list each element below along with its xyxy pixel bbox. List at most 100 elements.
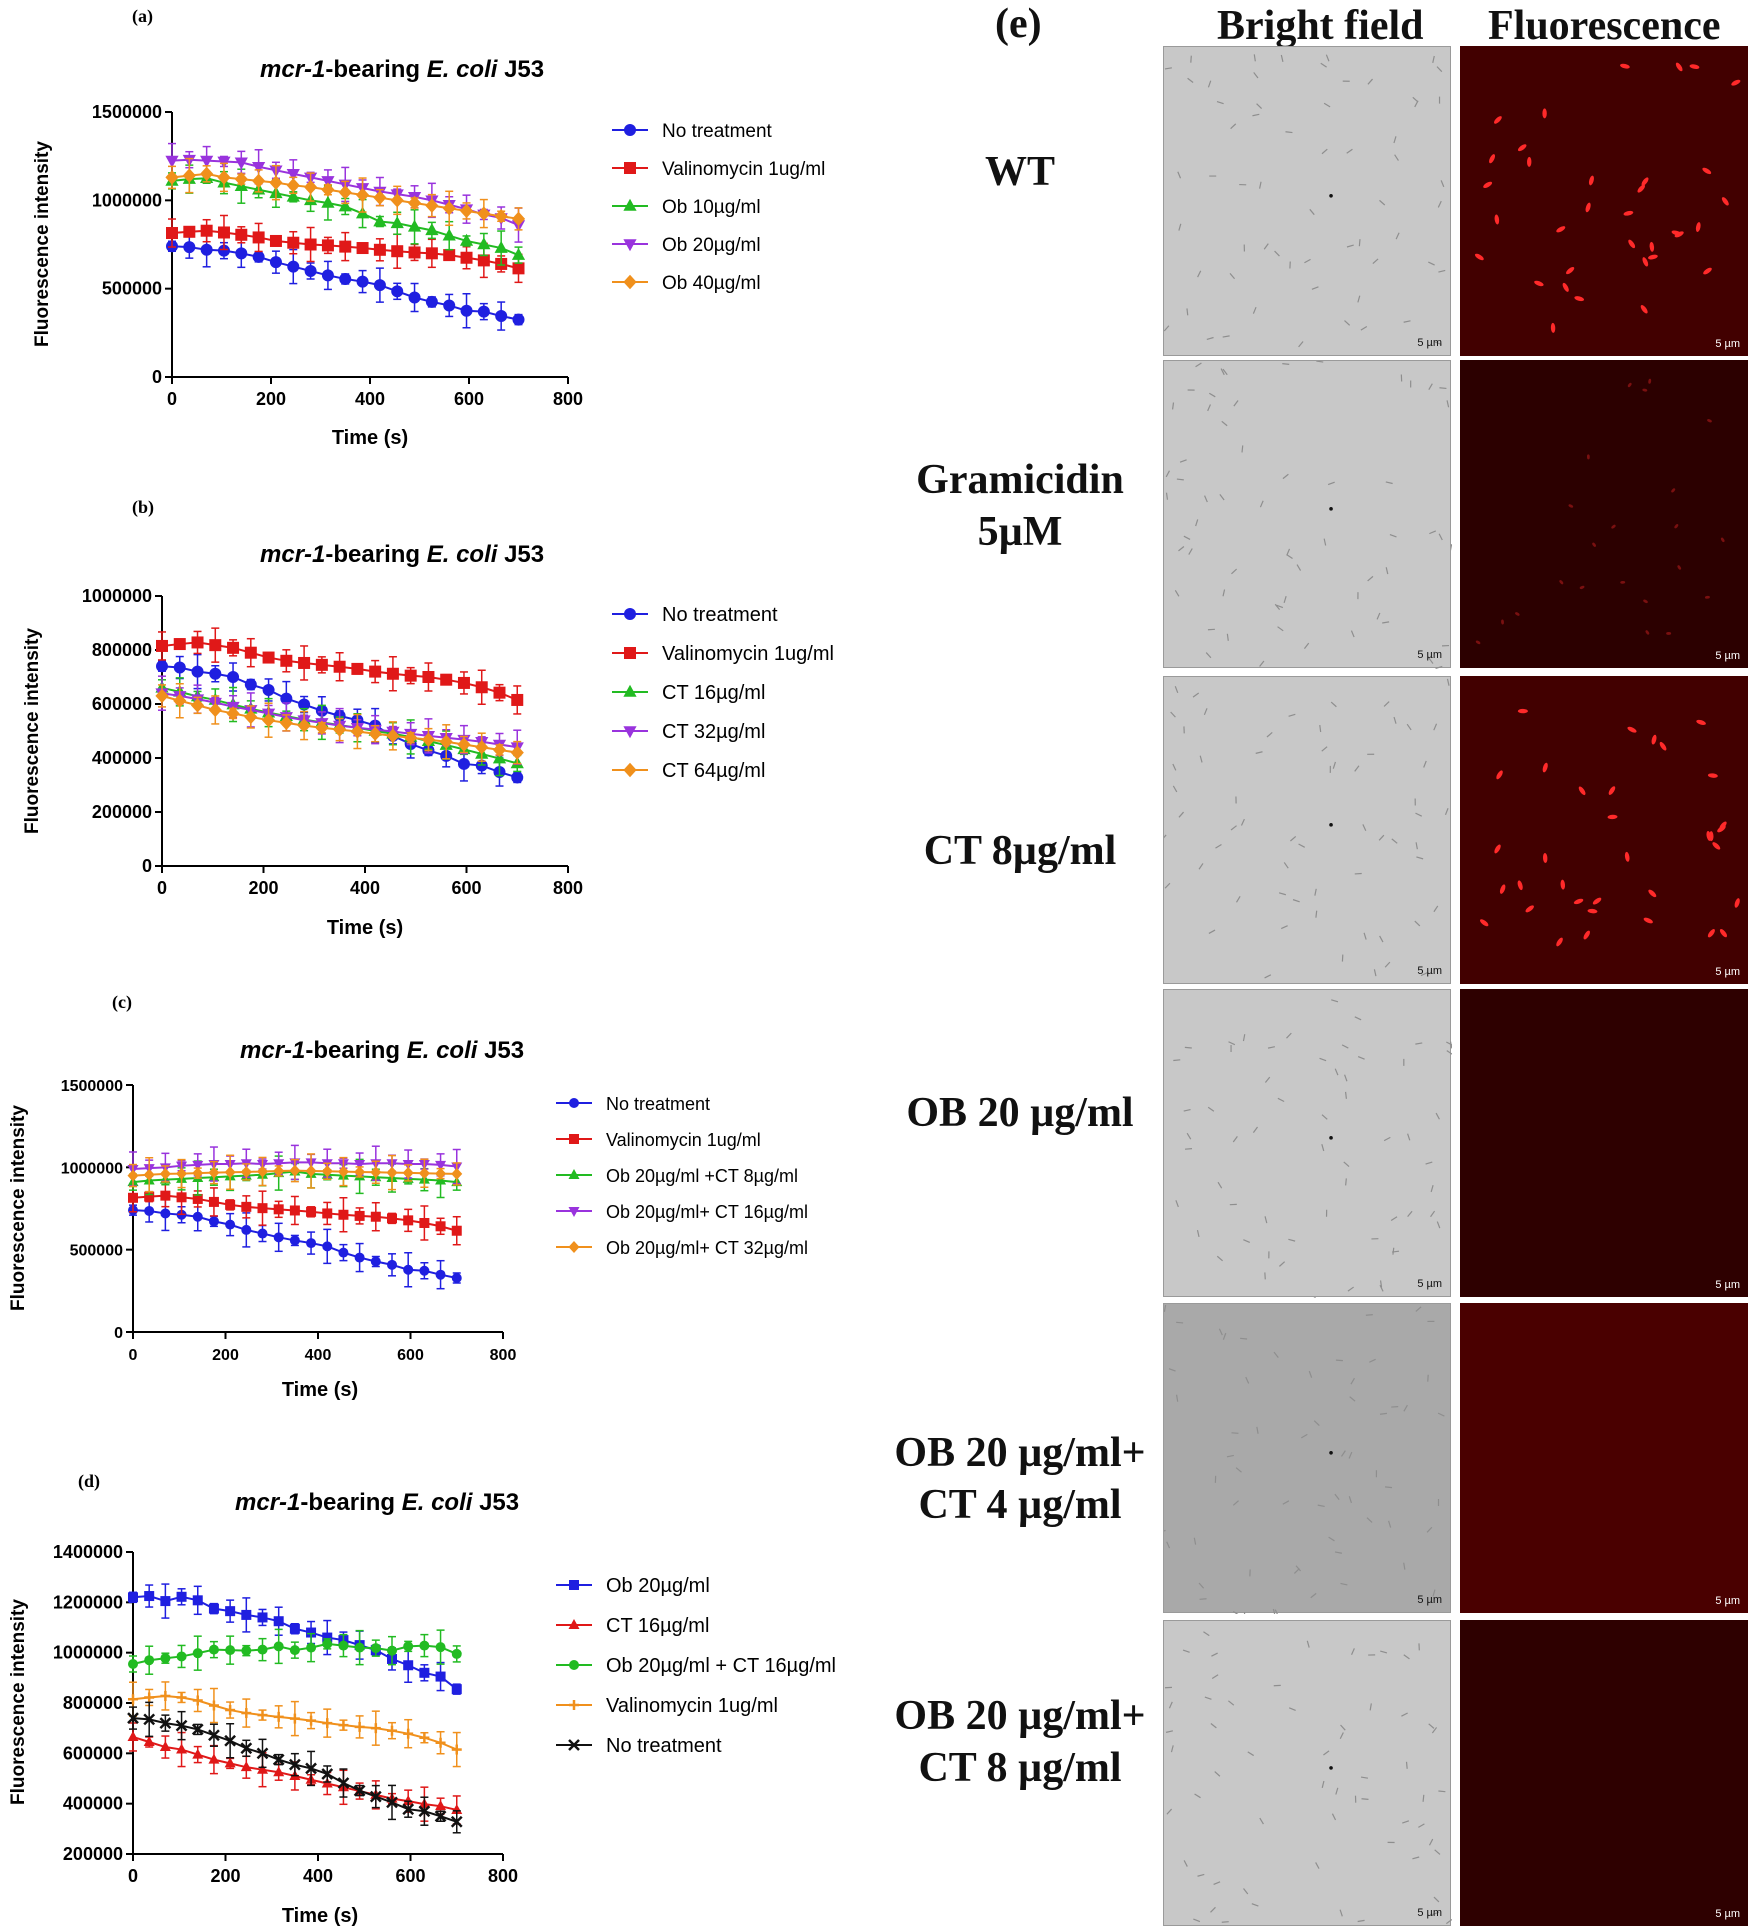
cell bbox=[1360, 325, 1368, 331]
fluorescent-cell bbox=[1542, 108, 1547, 119]
fluorescent-cell bbox=[1542, 852, 1548, 863]
scale-bar-label: 5 µm bbox=[1715, 338, 1740, 350]
cell bbox=[1193, 1918, 1201, 1923]
legend-marker bbox=[569, 1580, 579, 1590]
cell bbox=[1382, 621, 1390, 624]
cell bbox=[1205, 652, 1212, 659]
cell bbox=[1435, 665, 1443, 670]
data-point bbox=[355, 187, 370, 203]
fluorescent-cell bbox=[1643, 917, 1653, 924]
cell bbox=[1311, 286, 1319, 290]
data-point bbox=[418, 1167, 430, 1180]
data-point bbox=[354, 1165, 366, 1178]
cells-layer bbox=[1164, 1631, 1453, 1925]
cell bbox=[1196, 1229, 1200, 1238]
cell bbox=[1434, 341, 1442, 346]
legend-marker bbox=[569, 1700, 579, 1710]
fluorescent-cell bbox=[1704, 595, 1710, 599]
x-tick-label: 0 bbox=[129, 1347, 138, 1364]
data-point bbox=[183, 225, 196, 238]
legend-label: CT 64µg/ml bbox=[662, 760, 765, 782]
cell bbox=[1433, 723, 1438, 731]
chart-title-part: mcr-1 bbox=[260, 56, 325, 83]
data-point bbox=[369, 1790, 382, 1803]
column-header-fluorescence: Fluorescence bbox=[1488, 3, 1721, 49]
fluorescent-cell bbox=[1620, 63, 1630, 69]
y-tick-label: 500000 bbox=[102, 279, 162, 299]
data-point bbox=[200, 243, 213, 256]
cell bbox=[1373, 969, 1377, 977]
fluorescent-cells-layer bbox=[1474, 62, 1741, 333]
cell bbox=[1388, 1520, 1392, 1528]
data-point bbox=[387, 1259, 397, 1270]
cell bbox=[1428, 1723, 1435, 1729]
legend-label: Ob 20µg/ml bbox=[662, 235, 761, 256]
cell bbox=[1229, 273, 1236, 280]
data-point bbox=[182, 168, 196, 183]
cell bbox=[1232, 1610, 1240, 1616]
cell bbox=[1414, 100, 1419, 108]
cell bbox=[1240, 818, 1245, 826]
data-point bbox=[305, 1164, 317, 1177]
data-point bbox=[338, 199, 352, 212]
fluorescent-cell bbox=[1475, 640, 1481, 645]
y-tick-label: 1500000 bbox=[92, 102, 162, 122]
cell bbox=[1391, 1250, 1400, 1253]
data-point bbox=[477, 206, 491, 221]
data-point bbox=[306, 1206, 317, 1217]
cell bbox=[1433, 905, 1439, 913]
legend-label: Valinomycin 1ug/ml bbox=[662, 643, 834, 665]
cell bbox=[1434, 1849, 1441, 1855]
fluorescent-cell bbox=[1720, 537, 1725, 543]
cell bbox=[1158, 1529, 1166, 1534]
cell bbox=[1187, 77, 1194, 83]
data-point bbox=[387, 1725, 397, 1736]
fluorescent-cell bbox=[1695, 222, 1701, 232]
data-point bbox=[183, 241, 196, 254]
cell bbox=[1243, 1239, 1251, 1244]
cell bbox=[1314, 888, 1317, 896]
data-point bbox=[387, 1645, 397, 1656]
data-point bbox=[225, 1606, 236, 1617]
data-point bbox=[208, 1603, 219, 1614]
legend-label: Ob 10µg/ml bbox=[662, 197, 761, 218]
data-point bbox=[440, 673, 453, 686]
chart-title: mcr-1-bearing E. coli J53 bbox=[235, 1489, 519, 1516]
cell bbox=[1184, 1148, 1193, 1150]
cell bbox=[1309, 208, 1315, 216]
data-point bbox=[425, 198, 439, 213]
cell bbox=[1347, 1286, 1354, 1292]
cells-layer bbox=[1163, 54, 1446, 348]
data-point bbox=[256, 1747, 269, 1760]
cell bbox=[1428, 1838, 1434, 1846]
panel-label: (b) bbox=[132, 497, 154, 518]
data-point bbox=[386, 667, 399, 680]
fluorescent-cell bbox=[1583, 930, 1590, 940]
fluorescent-cells-layer bbox=[1460, 1303, 1748, 1613]
series-1 bbox=[156, 627, 524, 715]
y-axis-label: Fluorescence intensity bbox=[8, 1599, 29, 1805]
cell bbox=[1344, 1074, 1348, 1082]
data-point bbox=[200, 224, 213, 237]
cell bbox=[1263, 243, 1269, 250]
cell bbox=[1165, 1730, 1174, 1733]
x-tick-label: 200 bbox=[210, 1866, 240, 1886]
data-point bbox=[373, 279, 386, 292]
fluorescent-cell bbox=[1493, 116, 1502, 124]
data-point bbox=[425, 247, 438, 260]
data-point bbox=[403, 1728, 414, 1739]
data-point bbox=[370, 1643, 381, 1654]
cell bbox=[1367, 575, 1374, 582]
fluorescent-cell bbox=[1611, 524, 1616, 529]
cell bbox=[1164, 67, 1172, 70]
data-point bbox=[321, 176, 335, 189]
data-point bbox=[208, 1700, 219, 1711]
cell bbox=[1405, 1761, 1408, 1769]
data-point bbox=[176, 1692, 187, 1703]
bright-field-image: 5 µm bbox=[1163, 989, 1453, 1302]
data-point bbox=[287, 236, 300, 249]
cell bbox=[1168, 1701, 1173, 1709]
panel-label: (c) bbox=[112, 992, 132, 1013]
fluorescent-cell bbox=[1542, 762, 1548, 773]
fluorescent-cell bbox=[1674, 524, 1679, 529]
